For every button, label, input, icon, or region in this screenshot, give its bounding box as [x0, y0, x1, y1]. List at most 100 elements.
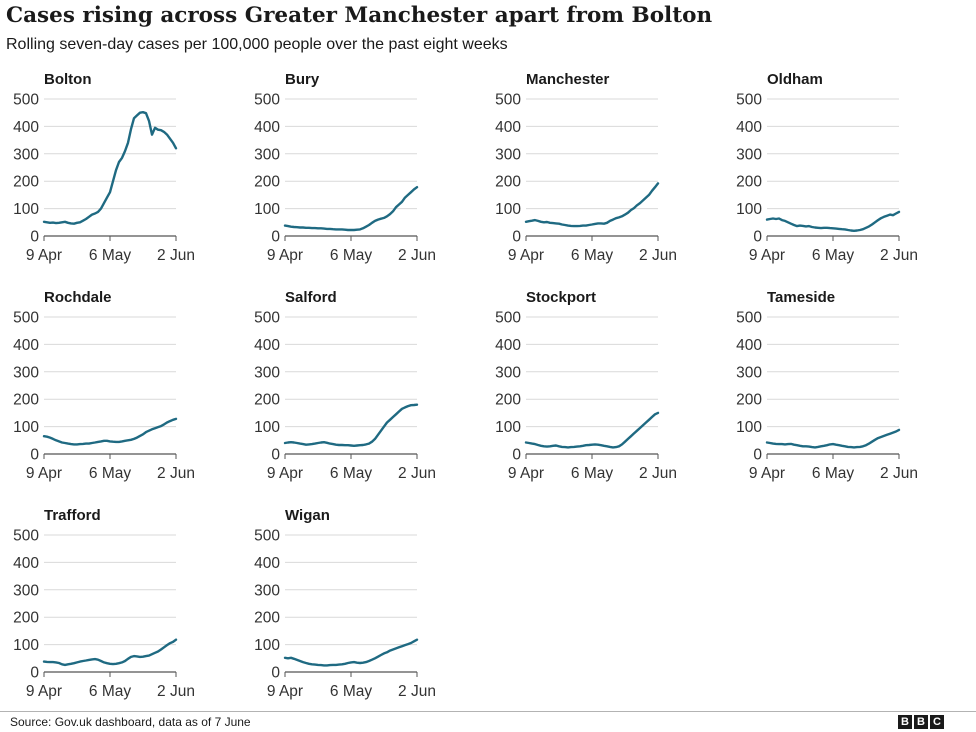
- source-note: Source: Gov.uk dashboard, data as of 7 J…: [10, 715, 251, 729]
- y-tick-label: 200: [13, 174, 39, 191]
- y-tick-label: 400: [254, 119, 280, 136]
- y-tick-label: 400: [736, 119, 762, 136]
- y-tick-label: 400: [254, 337, 280, 354]
- y-tick-label: 100: [736, 419, 762, 436]
- panel-title: Wigan: [285, 507, 330, 524]
- x-tick-label: 6 May: [89, 465, 131, 482]
- y-tick-label: 0: [30, 447, 39, 464]
- panel-title: Oldham: [767, 71, 823, 88]
- x-tick-label: 6 May: [330, 683, 372, 700]
- series-line: [524, 182, 660, 228]
- x-tick-label: 6 May: [812, 247, 854, 264]
- y-tick-label: 0: [30, 665, 39, 682]
- y-tick-label: 0: [30, 229, 39, 246]
- x-tick-label: 9 Apr: [26, 247, 62, 264]
- y-tick-label: 400: [495, 119, 521, 136]
- y-tick-label: 0: [753, 447, 762, 464]
- logo-letter: B: [898, 715, 912, 729]
- y-tick-label: 0: [271, 229, 280, 246]
- chart-panel: Wigan 0 100 200 300 400 500 9 Apr 6 May 2 Jun: [254, 507, 436, 700]
- x-tick-label: 6 May: [571, 465, 613, 482]
- y-tick-label: 300: [13, 582, 39, 599]
- y-tick-label: 400: [254, 555, 280, 572]
- y-tick-label: 500: [254, 528, 280, 545]
- footer-divider: [0, 711, 976, 712]
- series-line: [765, 210, 901, 233]
- panel-title: Trafford: [44, 507, 101, 524]
- series-line: [765, 428, 901, 449]
- x-tick-label: 2 Jun: [157, 465, 195, 482]
- chart-panel: Oldham 0 100 200 300 400 500 9 Apr 6 May 2 Jun: [736, 71, 918, 264]
- y-tick-label: 300: [254, 364, 280, 381]
- chart-panel: Trafford 0 100 200 300 400 500 9 Apr 6 May 2 Jun: [13, 507, 195, 700]
- y-tick-label: 500: [254, 92, 280, 109]
- x-tick-label: 9 Apr: [749, 247, 785, 264]
- chart-title: Cases rising across Greater Manchester a…: [6, 3, 713, 28]
- chart-panel: Salford 0 100 200 300 400 500 9 Apr 6 May 2 Jun: [254, 289, 436, 482]
- x-tick-label: 2 Jun: [880, 247, 918, 264]
- x-tick-label: 9 Apr: [26, 683, 62, 700]
- panel-title: Manchester: [526, 71, 610, 88]
- y-tick-label: 200: [254, 610, 280, 627]
- y-tick-label: 400: [736, 337, 762, 354]
- x-tick-label: 2 Jun: [398, 465, 436, 482]
- x-tick-label: 6 May: [330, 247, 372, 264]
- chart-panel: Tameside 0 100 200 300 400 500 9 Apr 6 May 2 Jun: [736, 289, 918, 482]
- y-tick-label: 300: [495, 364, 521, 381]
- bbc-logo: B B C: [898, 715, 944, 729]
- y-tick-label: 500: [736, 92, 762, 109]
- x-tick-label: 9 Apr: [749, 465, 785, 482]
- series-line: [283, 638, 419, 667]
- y-tick-label: 300: [736, 146, 762, 163]
- y-tick-label: 200: [254, 392, 280, 409]
- y-tick-label: 100: [495, 419, 521, 436]
- x-tick-label: 2 Jun: [157, 247, 195, 264]
- y-tick-label: 200: [254, 174, 280, 191]
- y-tick-label: 400: [495, 337, 521, 354]
- x-tick-label: 9 Apr: [267, 247, 303, 264]
- y-tick-label: 200: [13, 392, 39, 409]
- y-tick-label: 400: [13, 555, 39, 572]
- y-tick-label: 100: [736, 201, 762, 218]
- y-tick-label: 0: [753, 229, 762, 246]
- x-tick-label: 9 Apr: [508, 465, 544, 482]
- y-tick-label: 100: [13, 637, 39, 654]
- y-tick-label: 0: [512, 229, 521, 246]
- y-tick-label: 500: [13, 528, 39, 545]
- series-line: [283, 403, 419, 447]
- y-tick-label: 200: [13, 610, 39, 627]
- x-tick-label: 9 Apr: [267, 465, 303, 482]
- x-tick-label: 6 May: [89, 683, 131, 700]
- chart-panel: Bolton 0 100 200 300 400 500 9 Apr 6 May 2 Jun: [13, 71, 195, 264]
- panel-title: Salford: [285, 289, 337, 306]
- y-tick-label: 300: [736, 364, 762, 381]
- y-tick-label: 500: [495, 92, 521, 109]
- series-line: [42, 110, 178, 225]
- y-tick-label: 0: [512, 447, 521, 464]
- panel-title: Bury: [285, 71, 320, 88]
- y-tick-label: 100: [13, 419, 39, 436]
- x-tick-label: 2 Jun: [157, 683, 195, 700]
- y-tick-label: 300: [13, 146, 39, 163]
- panel-title: Tameside: [767, 289, 835, 306]
- x-tick-label: 9 Apr: [26, 465, 62, 482]
- y-tick-label: 200: [736, 392, 762, 409]
- x-tick-label: 6 May: [89, 247, 131, 264]
- x-tick-label: 2 Jun: [398, 683, 436, 700]
- y-tick-label: 200: [495, 174, 521, 191]
- y-tick-label: 100: [254, 637, 280, 654]
- y-tick-label: 100: [254, 419, 280, 436]
- logo-letter: C: [930, 715, 944, 729]
- x-tick-label: 6 May: [330, 465, 372, 482]
- series-line: [524, 411, 660, 449]
- y-tick-label: 500: [495, 310, 521, 327]
- panel-title: Stockport: [526, 289, 596, 306]
- y-tick-label: 500: [736, 310, 762, 327]
- y-tick-label: 100: [495, 201, 521, 218]
- chart-subtitle: Rolling seven-day cases per 100,000 peop…: [6, 36, 508, 53]
- x-tick-label: 6 May: [812, 465, 854, 482]
- chart-panel: Rochdale 0 100 200 300 400 500 9 Apr 6 May 2 Jun: [13, 289, 195, 482]
- y-tick-label: 300: [254, 582, 280, 599]
- y-tick-label: 100: [13, 201, 39, 218]
